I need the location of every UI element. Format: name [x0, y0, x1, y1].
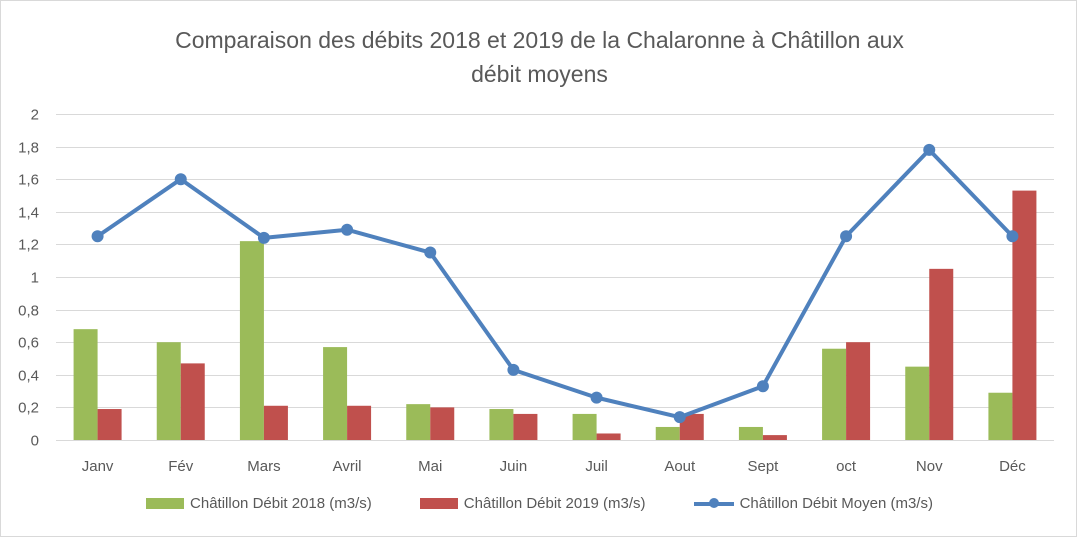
bar-2018 [239, 241, 264, 440]
line-series [91, 143, 1019, 424]
chart-title-line-2: débit moyens [471, 61, 608, 87]
line-point-moyen [257, 231, 270, 244]
y-tick-label: 0 [31, 433, 39, 450]
bar-2018 [655, 426, 680, 440]
bar-2018 [406, 404, 431, 440]
legend: Châtillon Débit 2018 (m3/s) Châtillon Dé… [1, 495, 1077, 512]
y-tick-label: 0,4 [18, 368, 39, 385]
line-point-moyen [923, 143, 936, 156]
x-tick-label: Mai [418, 458, 442, 475]
x-tick-label: Nov [916, 458, 943, 475]
y-tick-label: 0,6 [18, 335, 39, 352]
y-tick-label: 1,6 [18, 172, 39, 189]
y-tick-label: 1,8 [18, 140, 39, 157]
bar-2019 [97, 409, 122, 440]
line-point-moyen [590, 391, 603, 404]
y-axis-tick-labels: 0 0,2 0,4 0,6 0,8 1 1,2 1,4 1,6 1,8 2 [18, 107, 39, 450]
bar-2019 [596, 433, 621, 440]
bars [73, 190, 1037, 440]
line-point-moyen [91, 230, 104, 243]
bar-2018 [572, 413, 597, 440]
y-tick-label: 1 [31, 270, 39, 287]
line-point-moyen [424, 246, 437, 259]
x-tick-label: oct [836, 458, 857, 475]
bar-2019 [263, 405, 288, 440]
line-point-moyen [174, 173, 187, 186]
bar-2019 [347, 405, 372, 440]
bar-2018 [988, 392, 1013, 440]
gridlines [56, 114, 1054, 441]
bar-2019 [1012, 190, 1037, 440]
y-tick-label: 0,2 [18, 400, 39, 417]
y-tick-label: 1,4 [18, 205, 39, 222]
bar-2018 [822, 348, 847, 440]
x-tick-label: Juil [585, 458, 608, 475]
line-point-moyen [507, 363, 520, 376]
bar-2019 [430, 407, 455, 440]
legend-label-2019: Châtillon Débit 2019 (m3/s) [463, 495, 646, 512]
x-axis-tick-labels: Janv Fév Mars Avril Mai Juin Juil Aout Sept oct No… [82, 458, 1027, 475]
line-point-moyen [756, 380, 769, 393]
x-tick-label: Juin [500, 458, 528, 475]
line-point-moyen [341, 223, 354, 236]
legend-label-2018: Châtillon Débit 2018 (m3/s) [190, 495, 372, 512]
bar-2018 [156, 342, 181, 440]
bar-2019 [846, 342, 871, 440]
bar-2018 [905, 366, 930, 440]
x-tick-label: Déc [999, 458, 1026, 475]
x-tick-label: Fév [168, 458, 194, 475]
bar-2019 [180, 363, 205, 440]
y-tick-label: 0,8 [18, 303, 39, 320]
line-point-moyen [673, 411, 686, 424]
chart-title-line-1: Comparaison des débits 2018 et 2019 de l… [175, 27, 904, 53]
y-tick-label: 2 [31, 107, 39, 124]
bar-2018 [738, 426, 763, 440]
legend-swatch-2018 [146, 498, 185, 509]
legend-swatch-2019 [419, 498, 458, 509]
legend-item-2018: Châtillon Débit 2018 (m3/s) [146, 495, 372, 512]
legend-swatch-moyen [693, 498, 734, 509]
line-moyen [95, 147, 1015, 420]
bar-2019 [762, 435, 787, 440]
x-tick-label: Janv [82, 458, 114, 475]
legend-item-moyen: Châtillon Débit Moyen (m3/s) [693, 495, 933, 512]
bar-2018 [323, 347, 348, 440]
x-tick-label: Avril [333, 458, 362, 475]
bar-2018 [489, 409, 514, 440]
line-point-moyen [840, 230, 853, 243]
x-tick-label: Sept [747, 458, 779, 475]
bar-2019 [929, 268, 954, 440]
bar-2018 [73, 329, 98, 440]
bar-2019 [513, 413, 538, 440]
x-tick-label: Mars [247, 458, 280, 475]
line-point-moyen [1006, 230, 1019, 243]
legend-item-2019: Châtillon Débit 2019 (m3/s) [419, 495, 646, 512]
y-tick-label: 1,2 [18, 237, 39, 254]
chart-title: Comparaison des débits 2018 et 2019 de l… [1, 23, 1077, 91]
legend-label-moyen: Châtillon Débit Moyen (m3/s) [739, 495, 933, 512]
x-tick-label: Aout [664, 458, 696, 475]
